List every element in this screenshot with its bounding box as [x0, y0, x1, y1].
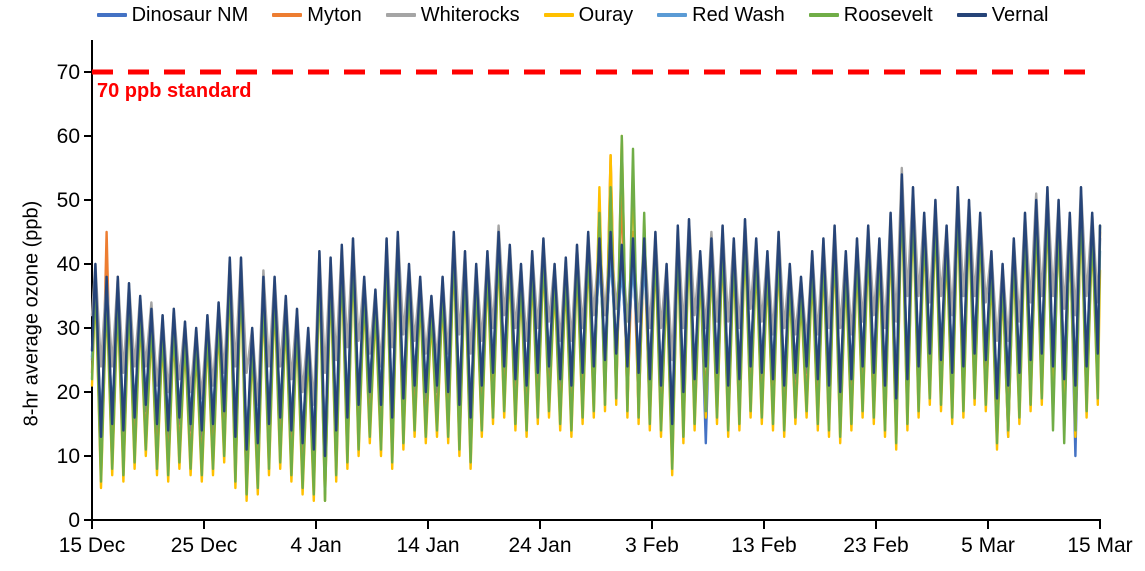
legend-item-dinosaur-nm: Dinosaur NM — [96, 2, 249, 28]
legend-label: Roosevelt — [843, 4, 933, 26]
legend-item-ouray: Ouray — [543, 2, 634, 28]
legend-item-red-wash: Red Wash — [657, 2, 785, 28]
legend-item-myton: Myton — [272, 2, 362, 28]
y-tick-label: 20 — [57, 381, 80, 404]
x-tick-label: 14 Jan — [396, 534, 459, 557]
x-tick-label: 15 Dec — [59, 534, 126, 557]
legend-item-whiterocks: Whiterocks — [385, 2, 520, 28]
x-tick-label: 4 Jan — [290, 534, 341, 557]
series-line-vernal — [90, 173, 1102, 458]
legend-label: Myton — [307, 4, 362, 26]
legend-marker-dinosaur-nm — [96, 13, 127, 17]
legend-label: Whiterocks — [420, 4, 520, 26]
legend-item-roosevelt: Roosevelt — [808, 2, 933, 28]
y-tick-label: 10 — [57, 445, 80, 468]
y-tick-label: 60 — [57, 125, 80, 148]
legend-label: Vernal — [991, 4, 1049, 26]
legend-label: Dinosaur NM — [131, 4, 249, 26]
x-tick-label: 23 Feb — [843, 534, 908, 557]
y-tick-label: 70 — [57, 61, 80, 84]
reference-line-label: 70 ppb standard — [97, 80, 252, 102]
y-tick-label: 0 — [68, 509, 80, 532]
x-tick-label: 24 Jan — [508, 534, 571, 557]
x-tick-label: 13 Feb — [731, 534, 796, 557]
legend-marker-vernal — [956, 13, 987, 17]
y-tick-label: 50 — [57, 189, 80, 212]
legend-label: Ouray — [578, 4, 634, 26]
legend: Dinosaur NM Myton Whiterocks Ouray Red Wash R… — [0, 2, 1145, 28]
y-tick-label: 30 — [57, 317, 80, 340]
legend-marker-roosevelt — [808, 13, 839, 17]
y-axis-title: 8-hr average ozone (ppb) — [20, 200, 43, 427]
legend-item-vernal: Vernal — [956, 2, 1049, 28]
legend-label: Red Wash — [692, 4, 785, 26]
legend-marker-myton — [272, 13, 303, 17]
x-tick-label: 25 Dec — [171, 534, 238, 557]
legend-marker-ouray — [543, 13, 574, 17]
x-tick-label: 15 Mar — [1067, 534, 1132, 557]
x-tick-label: 3 Feb — [625, 534, 679, 557]
legend-marker-whiterocks — [385, 13, 416, 17]
x-tick-label: 5 Mar — [961, 534, 1015, 557]
legend-marker-red-wash — [657, 13, 688, 17]
y-tick-label: 40 — [57, 253, 80, 276]
